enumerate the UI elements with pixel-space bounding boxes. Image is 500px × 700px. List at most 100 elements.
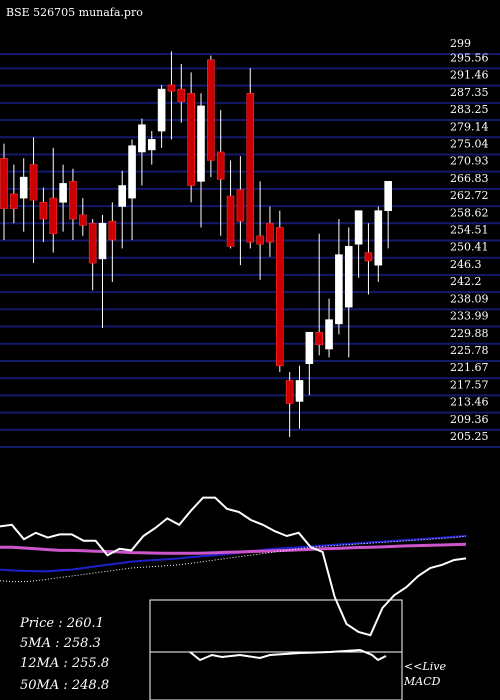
candle bbox=[236, 156, 245, 266]
candle bbox=[10, 164, 18, 224]
candle bbox=[167, 51, 176, 140]
candle-body bbox=[108, 220, 117, 241]
candle-body bbox=[216, 151, 225, 180]
candle bbox=[216, 110, 225, 236]
candle-body bbox=[59, 183, 67, 203]
y-tick-label: 205.25 bbox=[450, 430, 489, 443]
candle bbox=[305, 331, 314, 396]
y-tick-label: 213.46 bbox=[450, 396, 489, 409]
candle bbox=[177, 63, 186, 123]
candle-body bbox=[275, 227, 284, 367]
y-tick-label: 270.93 bbox=[450, 155, 489, 168]
ma5-stat: 5MA : 258.3 bbox=[20, 636, 101, 651]
y-tick-label: 258.62 bbox=[450, 206, 489, 219]
candle bbox=[354, 210, 363, 278]
candle bbox=[19, 158, 28, 232]
y-tick-label: 287.35 bbox=[450, 86, 489, 99]
candle bbox=[98, 214, 107, 329]
candle-body bbox=[128, 145, 136, 199]
y-tick-label: 299 bbox=[450, 37, 471, 50]
candle-body bbox=[157, 88, 166, 132]
candle-body bbox=[88, 222, 97, 264]
candle bbox=[128, 139, 136, 241]
candle-body bbox=[19, 176, 28, 199]
candle-body bbox=[315, 331, 324, 346]
candle bbox=[49, 147, 58, 253]
candle-body bbox=[39, 201, 48, 220]
candle-body bbox=[226, 195, 235, 247]
candle bbox=[108, 202, 117, 282]
candle bbox=[0, 143, 8, 241]
price-line bbox=[0, 496, 467, 637]
candle bbox=[295, 365, 304, 429]
y-tick-label: 295.56 bbox=[450, 51, 489, 64]
candle bbox=[187, 72, 195, 203]
candle-body bbox=[364, 252, 373, 262]
candle-body bbox=[384, 181, 392, 211]
candle-body bbox=[374, 210, 383, 266]
y-tick-label: 275.04 bbox=[450, 137, 489, 150]
candle bbox=[207, 55, 215, 178]
y-tick-label: 291.46 bbox=[450, 69, 489, 82]
candle bbox=[59, 164, 67, 232]
candle bbox=[39, 187, 48, 243]
candle bbox=[335, 219, 343, 335]
candle-body bbox=[177, 88, 186, 102]
candle-body bbox=[236, 189, 245, 222]
moving-average-panel bbox=[0, 496, 467, 637]
candle bbox=[374, 206, 383, 282]
y-tick-label: 266.83 bbox=[450, 172, 489, 185]
live-macd-label: <<Live bbox=[404, 660, 446, 673]
candle bbox=[266, 206, 274, 257]
candle-body bbox=[69, 181, 77, 220]
candle-body bbox=[98, 222, 107, 260]
candle bbox=[275, 210, 284, 373]
y-tick-label: 246.3 bbox=[450, 258, 482, 271]
macd-line bbox=[189, 648, 387, 662]
candle-body bbox=[295, 380, 304, 402]
macd-label: MACD bbox=[403, 675, 441, 688]
candle-body bbox=[29, 164, 38, 201]
y-tick-label: 279.14 bbox=[450, 120, 489, 133]
candle bbox=[344, 227, 353, 358]
candle-body bbox=[207, 59, 215, 161]
candle-body bbox=[118, 185, 126, 207]
candle bbox=[256, 181, 264, 280]
candle bbox=[315, 233, 324, 356]
candle bbox=[384, 181, 392, 249]
macd-panel-frame bbox=[149, 599, 403, 700]
candle-body bbox=[187, 93, 195, 186]
y-tick-label: 233.99 bbox=[450, 310, 489, 323]
candle-body bbox=[79, 214, 87, 226]
y-tick-label: 209.36 bbox=[450, 413, 489, 426]
candle bbox=[197, 93, 205, 228]
price-stat: Price : 260.1 bbox=[19, 616, 104, 631]
candle-body bbox=[305, 331, 314, 364]
y-tick-label: 242.2 bbox=[450, 275, 482, 288]
y-tick-label: 221.67 bbox=[450, 361, 489, 374]
candle-body bbox=[147, 139, 156, 151]
candle-body bbox=[246, 93, 255, 243]
candle bbox=[88, 219, 97, 291]
candle-body bbox=[285, 380, 294, 404]
ma-pink-line bbox=[0, 542, 467, 555]
candle bbox=[118, 170, 126, 249]
candle-body bbox=[197, 105, 205, 182]
candle bbox=[157, 84, 166, 148]
candle-body bbox=[344, 246, 353, 308]
ma12-stat: 12MA : 255.8 bbox=[20, 656, 109, 671]
y-tick-label: 250.41 bbox=[450, 241, 489, 254]
y-tick-label: 254.51 bbox=[450, 224, 489, 237]
candle bbox=[226, 160, 235, 249]
candle-body bbox=[256, 235, 264, 245]
candlestick-series bbox=[0, 51, 392, 438]
y-tick-label: 262.72 bbox=[450, 189, 489, 202]
candle bbox=[138, 118, 146, 186]
candle-body bbox=[354, 210, 363, 245]
candle bbox=[29, 137, 38, 264]
candle-body bbox=[335, 254, 343, 325]
candle bbox=[79, 198, 87, 236]
y-tick-label: 225.78 bbox=[450, 344, 489, 357]
